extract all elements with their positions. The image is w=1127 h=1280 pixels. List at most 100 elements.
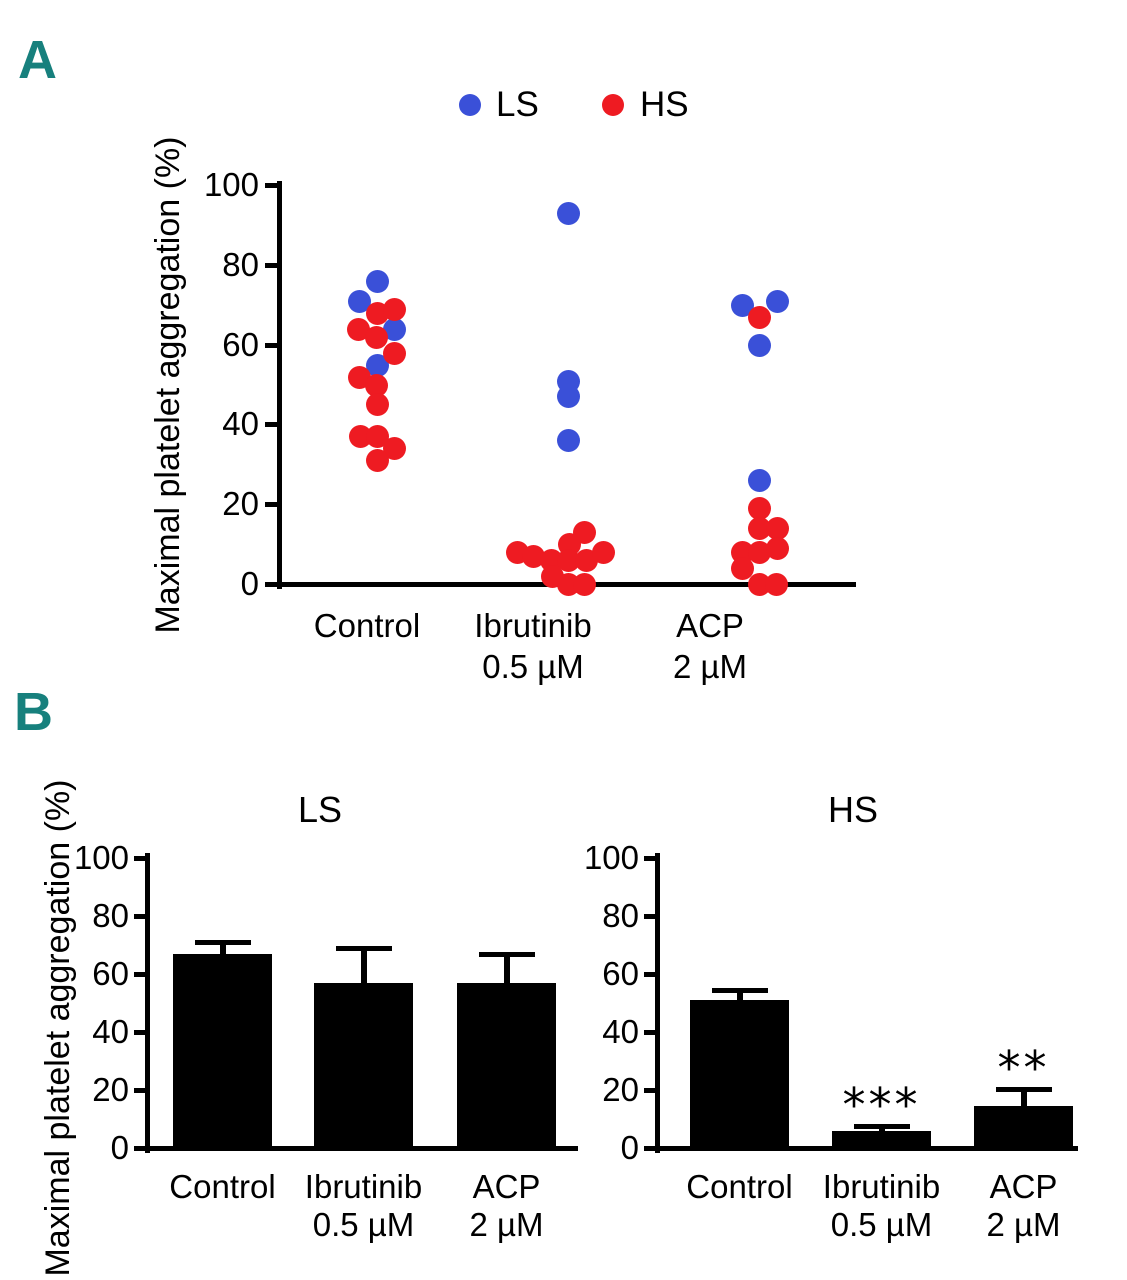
y-tick — [644, 1030, 655, 1035]
y-tick — [644, 972, 655, 977]
scatter-point-hs — [573, 521, 596, 545]
y-tick — [265, 582, 277, 587]
y-tick — [265, 502, 277, 508]
y-tick-label: 80 — [602, 897, 639, 934]
category-label: 0.5 µM — [312, 1206, 415, 1243]
category-label: 0.5 µM — [830, 1206, 933, 1243]
y-tick-label: 100 — [583, 839, 639, 876]
category-label: ACP — [472, 1168, 541, 1205]
scatter-point-ls — [366, 353, 389, 377]
category-label: Control — [313, 607, 421, 644]
scatter-point-hs — [522, 545, 545, 569]
y-tick-label: 20 — [602, 1071, 639, 1108]
category-label: Control — [169, 1168, 276, 1205]
y-tick — [134, 1146, 145, 1151]
scatter-point-hs — [748, 541, 771, 565]
x-axis-line — [145, 1146, 578, 1151]
category-label: ACP — [989, 1168, 1058, 1205]
y-tick — [134, 1088, 145, 1093]
y-tick-label: 40 — [602, 1013, 639, 1050]
category-label: 0.5 µM — [482, 648, 584, 685]
y-tick — [265, 422, 277, 428]
panel-b-y-axis-label: Maximal platelet aggregation (%) — [39, 779, 77, 1277]
y-tick — [644, 914, 655, 919]
y-tick — [644, 856, 655, 861]
chart-title: HS — [827, 789, 878, 830]
panel-b-label: B — [14, 682, 53, 742]
scatter-point-ls — [766, 289, 789, 313]
scatter-point-ls — [383, 317, 406, 341]
bar — [974, 1105, 1073, 1148]
chart-title: LS — [297, 789, 343, 830]
y-tick — [134, 856, 145, 861]
scatter-point-hs — [540, 549, 563, 573]
panel-a-y-axis-label: Maximal platelet aggregation (%) — [149, 136, 187, 634]
y-axis-line — [655, 853, 660, 1153]
error-bar-stem — [1020, 1089, 1027, 1106]
hs-dot-icon — [602, 94, 624, 116]
bar — [690, 1000, 789, 1148]
category-label: Ibrutinib — [822, 1168, 941, 1205]
scatter-point-hs — [348, 365, 371, 389]
scatter-point-hs — [558, 533, 581, 557]
error-bar-cap — [194, 940, 251, 946]
scatter-point-hs — [592, 541, 615, 565]
bar — [457, 982, 556, 1148]
scatter-point-hs — [365, 373, 388, 397]
bar — [832, 1130, 931, 1148]
scatter-point-hs — [748, 517, 771, 541]
legend-hs-label: HS — [640, 85, 689, 124]
y-tick — [265, 262, 277, 268]
error-bar-stem — [360, 947, 367, 983]
scatter-point-hs — [557, 573, 580, 596]
y-tick-label: 0 — [620, 1129, 639, 1166]
category-label: Ibrutinib — [474, 607, 592, 644]
scatter-point-hs — [573, 573, 596, 596]
scatter-point-hs — [748, 497, 771, 521]
x-axis-line — [655, 1146, 1078, 1151]
scatter-point-hs — [347, 317, 370, 341]
category-label: ACP — [676, 607, 744, 644]
scatter-point-ls — [557, 429, 580, 453]
scatter-point-hs — [383, 341, 406, 365]
scatter-point-ls — [557, 201, 580, 225]
y-tick — [134, 914, 145, 919]
scatter-point-ls — [748, 333, 771, 357]
scatter-point-hs — [541, 565, 564, 589]
scatter-point-hs — [765, 573, 788, 596]
error-bar-cap — [335, 945, 392, 951]
y-tick — [134, 972, 145, 977]
scatter-point-hs — [731, 557, 754, 581]
category-label: 2 µM — [672, 648, 748, 685]
category-label: 2 µM — [469, 1206, 544, 1243]
scatter-point-hs — [349, 425, 372, 449]
category-label: Ibrutinib — [304, 1168, 423, 1205]
ls-dot-icon — [459, 94, 481, 116]
category-label: 2 µM — [986, 1206, 1061, 1243]
error-bar-cap — [478, 951, 535, 957]
error-bar-stem — [736, 989, 743, 1001]
scatter-point-hs — [366, 301, 389, 325]
scatter-point-ls — [557, 385, 580, 409]
panel-a-label: A — [18, 30, 57, 90]
scatter-point-hs — [557, 549, 580, 573]
category-label: Control — [686, 1168, 793, 1205]
scatter-point-hs — [766, 537, 789, 561]
scatter-point-ls — [348, 289, 371, 313]
error-bar-cap — [995, 1087, 1052, 1093]
scatter-point-ls — [731, 293, 754, 317]
error-bar-cap — [711, 987, 768, 993]
bar — [173, 953, 272, 1148]
scatter-point-ls — [748, 469, 771, 493]
scatter-point-hs — [366, 425, 389, 449]
scatter-point-hs — [506, 541, 529, 565]
y-tick — [265, 183, 277, 188]
y-tick — [265, 342, 277, 348]
scatter-point-hs — [366, 449, 389, 473]
significance-stars: ** — [997, 1041, 1050, 1096]
y-tick — [644, 1146, 655, 1151]
y-tick-label: 60 — [602, 955, 639, 992]
scatter-point-hs — [748, 573, 771, 596]
scatter-point-ls — [557, 369, 580, 393]
